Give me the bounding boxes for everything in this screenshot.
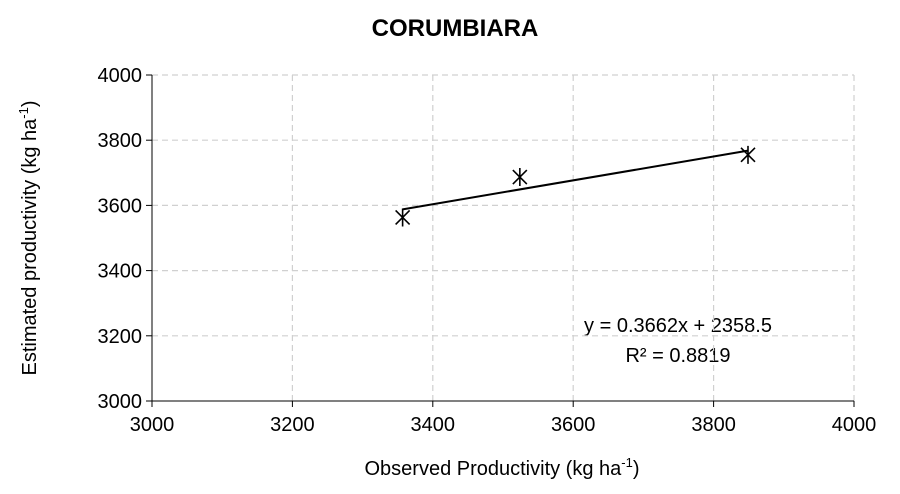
point	[740, 145, 756, 164]
y-tick-label: 4000	[98, 65, 143, 87]
point	[512, 168, 528, 187]
x-tick-label: 3200	[270, 414, 315, 436]
chart-title: CORUMBIARA	[372, 15, 539, 42]
trendline	[402, 149, 749, 211]
y-tick-label: 3000	[98, 391, 143, 413]
x-axis-title: Observed Productivity (kg ha-1)	[364, 455, 639, 480]
y-axis-title: Estimated productivity (kg ha-1)	[16, 100, 41, 375]
x-axis-title-end: )	[633, 458, 640, 480]
x-axis-title-text: Observed Productivity (kg ha	[364, 458, 622, 480]
x-tick-label: 3800	[691, 414, 736, 436]
trend-equation: y = 0.3662x + 2358.5	[584, 315, 772, 337]
x-tick-label: 3400	[411, 414, 456, 436]
y-tick-label: 3200	[98, 326, 143, 348]
y-axis-title-end: )	[19, 100, 41, 107]
x-tick-label: 3000	[130, 414, 175, 436]
y-axis-title-text: Estimated productivity (kg ha	[19, 118, 41, 376]
x-tick-label: 4000	[832, 414, 877, 436]
y-tick-label: 3600	[98, 195, 143, 217]
x-tick-label: 3600	[551, 414, 596, 436]
y-tick-label: 3800	[98, 130, 143, 152]
x-axis-title-sup: -1	[621, 455, 633, 470]
trend-r2: R² = 0.8819	[625, 345, 730, 367]
y-axis-title-sup: -1	[16, 107, 31, 119]
y-tick-label: 3400	[98, 261, 143, 283]
point	[395, 208, 411, 227]
